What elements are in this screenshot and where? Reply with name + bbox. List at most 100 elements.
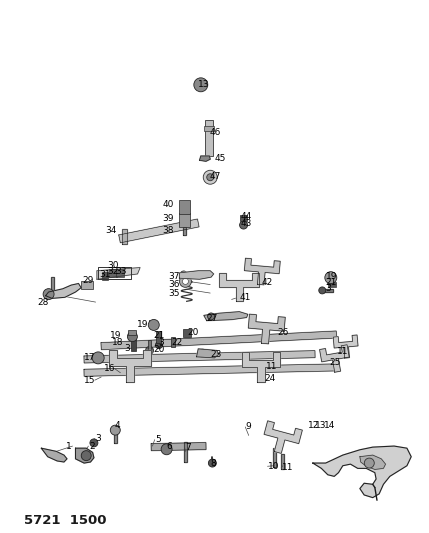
Text: 2: 2	[90, 441, 95, 450]
Text: 14: 14	[323, 422, 335, 430]
Circle shape	[180, 271, 187, 278]
Text: 19: 19	[326, 271, 337, 280]
Polygon shape	[196, 349, 219, 358]
Bar	[183, 329, 191, 337]
Text: 36: 36	[168, 280, 179, 289]
Text: 3: 3	[96, 434, 101, 443]
Polygon shape	[313, 446, 411, 498]
Text: 10: 10	[269, 462, 280, 471]
Text: 30: 30	[108, 261, 119, 270]
Text: 11: 11	[337, 347, 348, 356]
Text: 21: 21	[154, 331, 165, 340]
Text: 40: 40	[163, 200, 174, 209]
Bar	[205, 120, 213, 156]
Text: 26: 26	[278, 328, 289, 337]
Polygon shape	[122, 229, 127, 244]
Text: 20: 20	[187, 328, 199, 337]
Circle shape	[203, 170, 217, 184]
Text: 17: 17	[84, 353, 96, 362]
Text: 31: 31	[99, 270, 111, 279]
Text: 5721  1500: 5721 1500	[24, 513, 107, 527]
Text: 22: 22	[172, 338, 183, 347]
Text: 37: 37	[168, 271, 179, 280]
Text: 28: 28	[37, 297, 48, 306]
Text: 25: 25	[329, 358, 341, 367]
Bar	[116, 269, 124, 277]
Polygon shape	[248, 314, 285, 344]
Polygon shape	[264, 421, 302, 454]
Polygon shape	[179, 271, 214, 279]
Circle shape	[161, 444, 172, 455]
Circle shape	[199, 349, 206, 357]
Text: 12: 12	[308, 422, 319, 430]
Text: 3: 3	[326, 284, 332, 293]
Text: 32: 32	[108, 268, 119, 276]
Circle shape	[92, 352, 104, 364]
Circle shape	[110, 425, 120, 435]
Circle shape	[207, 174, 214, 181]
Circle shape	[239, 221, 248, 229]
Polygon shape	[84, 351, 315, 363]
Bar	[157, 331, 161, 343]
Bar	[109, 269, 117, 277]
Text: 1: 1	[66, 441, 71, 450]
Text: 19: 19	[137, 320, 148, 329]
Bar	[103, 272, 109, 280]
Bar	[81, 280, 93, 288]
Polygon shape	[245, 258, 280, 285]
Text: 21: 21	[326, 278, 337, 287]
Text: 35: 35	[168, 288, 179, 297]
Text: 8: 8	[210, 458, 216, 467]
Bar	[179, 213, 190, 227]
Circle shape	[81, 450, 91, 461]
Text: 33: 33	[115, 268, 127, 276]
Polygon shape	[114, 426, 117, 443]
Bar	[128, 330, 136, 335]
Text: 3: 3	[158, 338, 164, 347]
Polygon shape	[97, 268, 140, 279]
Polygon shape	[151, 442, 206, 450]
Text: 29: 29	[83, 276, 94, 285]
Circle shape	[325, 272, 337, 284]
Polygon shape	[322, 289, 333, 292]
Polygon shape	[242, 352, 280, 382]
Text: 47: 47	[209, 172, 221, 181]
Text: 45: 45	[214, 154, 226, 163]
Bar	[328, 282, 336, 287]
Text: 19: 19	[110, 331, 121, 340]
Polygon shape	[76, 448, 94, 463]
Polygon shape	[41, 448, 67, 462]
Text: 24: 24	[265, 374, 276, 383]
Circle shape	[148, 319, 159, 330]
Text: 34: 34	[106, 226, 117, 235]
Polygon shape	[184, 442, 187, 462]
Bar	[131, 336, 136, 351]
Polygon shape	[281, 454, 284, 470]
Text: 16: 16	[104, 364, 115, 373]
Text: 11: 11	[282, 463, 293, 472]
Circle shape	[364, 458, 374, 468]
Polygon shape	[273, 448, 276, 467]
Text: 44: 44	[241, 212, 252, 221]
Text: 3: 3	[124, 344, 130, 353]
Text: 46: 46	[209, 127, 221, 136]
Bar	[179, 200, 190, 214]
Bar	[240, 215, 247, 221]
Polygon shape	[320, 345, 349, 372]
Circle shape	[43, 289, 54, 300]
Text: 43: 43	[241, 220, 252, 229]
Circle shape	[179, 276, 191, 287]
Bar	[148, 340, 151, 350]
Text: 9: 9	[246, 423, 251, 431]
Circle shape	[194, 78, 208, 92]
Text: 15: 15	[84, 376, 96, 385]
Polygon shape	[45, 284, 81, 298]
Bar	[204, 126, 214, 131]
Text: 4: 4	[115, 422, 121, 430]
Bar	[172, 337, 175, 348]
Polygon shape	[219, 273, 259, 301]
Text: 18: 18	[112, 338, 124, 347]
Circle shape	[145, 346, 154, 354]
Text: 42: 42	[262, 278, 273, 287]
Text: 20: 20	[154, 345, 165, 354]
